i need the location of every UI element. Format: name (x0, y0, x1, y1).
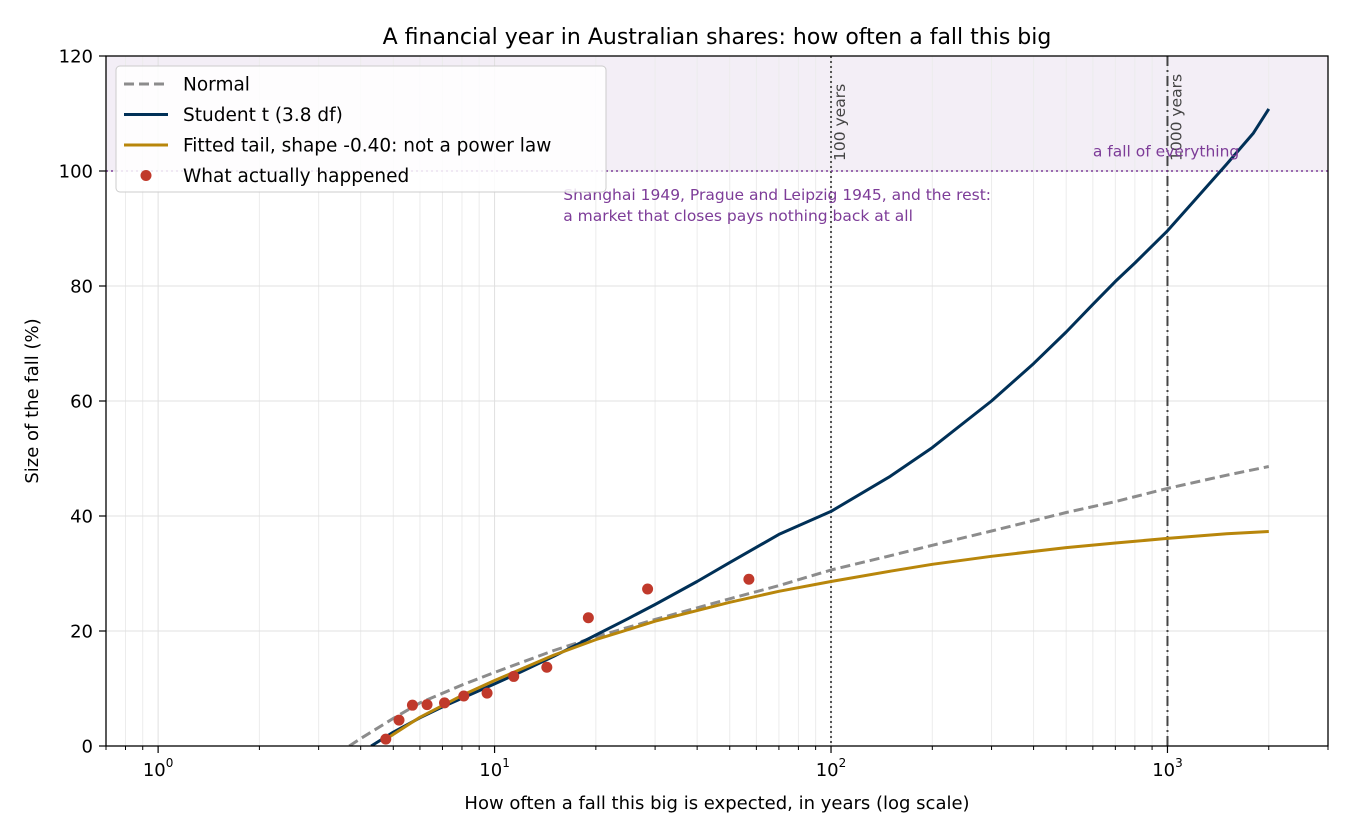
y-tick-label: 80 (70, 277, 93, 298)
data-point (421, 699, 433, 711)
data-point (541, 661, 553, 673)
data-point (508, 670, 520, 682)
legend-label: Student t (3.8 df) (183, 105, 343, 126)
data-point (743, 573, 755, 585)
data-point (642, 583, 654, 595)
chart-title: A financial year in Australian shares: h… (383, 25, 1052, 50)
reference-line-label: 100 years (831, 84, 849, 161)
y-axis-label: Size of the fall (%) (22, 318, 43, 483)
data-point (582, 612, 594, 624)
legend-label: Normal (183, 75, 250, 96)
data-point (481, 687, 493, 699)
data-point (380, 733, 392, 745)
x-tick-label: 103 (1152, 756, 1183, 781)
legend-label: What actually happened (183, 166, 409, 187)
data-point (406, 699, 418, 711)
data-point (393, 714, 405, 726)
annotation-line: Shanghai 1949, Prague and Leipzig 1945, … (563, 186, 991, 204)
x-tick-label: 101 (479, 756, 510, 781)
y-tick-label: 60 (70, 392, 93, 413)
y-tick-label: 40 (70, 507, 93, 528)
legend-marker (140, 170, 152, 181)
annotation-line: a market that closes pays nothing back a… (563, 207, 913, 225)
y-tick-label: 100 (59, 162, 93, 183)
data-point (458, 690, 470, 702)
x-axis-label: How often a fall this big is expected, i… (464, 793, 969, 814)
marker-layer (380, 573, 755, 745)
ticks-layer: 100 101 102 103 0 20 40 60 80 100 120 (59, 47, 1329, 781)
series-line-2 (383, 530, 1269, 742)
y-tick-label: 20 (70, 622, 93, 643)
annotation-text: a fall of everything (1093, 143, 1239, 161)
reference-lines: 100 years 1000 years (106, 56, 1328, 746)
y-tick-label: 0 (82, 737, 93, 758)
series-line-1 (370, 108, 1271, 746)
x-tick-label: 100 (143, 756, 174, 781)
legend-label: Fitted tail, shape -0.40: not a power la… (183, 136, 551, 157)
legend: Normal Student t (3.8 df) Fitted tail, sha… (115, 65, 607, 193)
reference-line-label: 1000 years (1167, 74, 1185, 161)
y-tick-label: 120 (59, 47, 93, 68)
legend-box (115, 65, 607, 193)
data-point (439, 697, 451, 709)
x-tick-label: 102 (816, 756, 847, 781)
annotation-layer: a fall of everything Shanghai 1949, Pragu… (563, 143, 1239, 225)
